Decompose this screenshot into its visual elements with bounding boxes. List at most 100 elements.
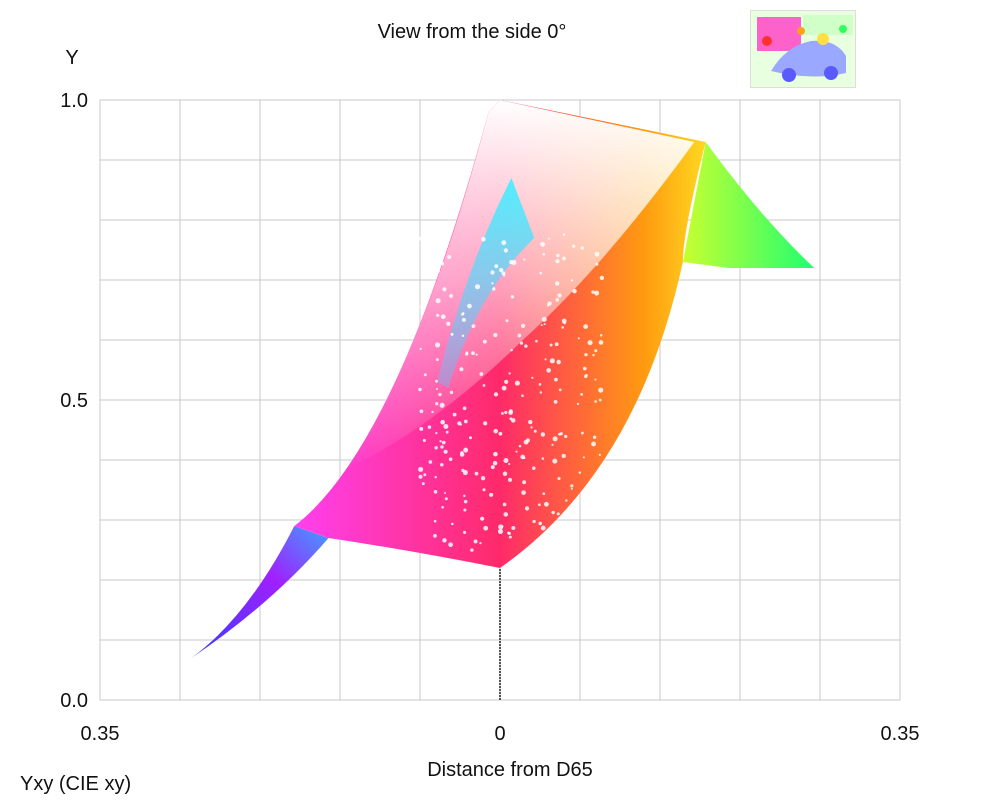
data-point	[544, 501, 549, 507]
data-point	[444, 497, 448, 501]
data-point	[434, 446, 438, 450]
chart-title: View from the side 0°	[378, 21, 567, 43]
data-point	[592, 353, 595, 357]
data-point	[433, 533, 437, 538]
data-point	[505, 319, 509, 323]
data-point	[561, 453, 566, 459]
data-point	[433, 490, 438, 494]
data-point	[510, 348, 513, 352]
data-point	[511, 526, 516, 530]
data-point	[556, 253, 560, 258]
data-point	[435, 298, 441, 304]
data-point	[598, 387, 604, 393]
data-point	[482, 339, 487, 344]
data-point	[580, 246, 584, 250]
data-point	[561, 318, 567, 324]
data-point	[470, 548, 474, 552]
data-point	[597, 480, 600, 483]
data-point	[439, 402, 445, 408]
data-point	[583, 324, 589, 329]
data-point	[439, 261, 445, 266]
data-point	[542, 252, 546, 256]
data-point	[481, 236, 486, 242]
data-point	[471, 351, 475, 356]
data-point	[594, 349, 598, 353]
data-point	[502, 502, 507, 507]
data-point	[507, 477, 512, 482]
data-point	[543, 323, 546, 326]
data-point	[584, 352, 588, 357]
data-point	[538, 383, 542, 386]
data-point	[532, 466, 536, 470]
data-point	[482, 488, 486, 492]
data-point	[435, 402, 439, 406]
data-point	[546, 368, 551, 373]
data-point	[493, 428, 499, 434]
gamut-cyan-region	[437, 178, 535, 388]
data-point	[570, 484, 574, 488]
data-point	[419, 409, 424, 414]
data-point	[465, 351, 469, 354]
data-point	[448, 542, 453, 548]
data-point	[530, 426, 533, 429]
data-point	[594, 251, 600, 257]
data-point	[557, 476, 561, 481]
data-point	[564, 434, 568, 438]
data-point	[594, 400, 597, 403]
data-point	[588, 524, 593, 530]
data-point	[587, 340, 593, 346]
data-point	[461, 317, 466, 322]
data-point	[451, 522, 454, 526]
data-point	[581, 431, 584, 435]
data-point	[418, 236, 423, 241]
data-point	[419, 347, 422, 351]
x-tick-label: 0.35	[81, 723, 120, 745]
y-tick-label: 0.5	[60, 390, 88, 412]
data-point	[591, 290, 595, 294]
data-point	[501, 385, 507, 391]
data-point	[482, 384, 486, 387]
data-point	[442, 287, 447, 292]
data-point	[441, 505, 444, 509]
data-point	[493, 333, 498, 338]
data-point	[523, 258, 526, 261]
data-point	[422, 438, 426, 442]
data-point	[438, 392, 442, 397]
data-point	[540, 324, 543, 327]
data-point	[434, 342, 441, 348]
data-point	[519, 341, 524, 345]
data-point	[498, 431, 503, 436]
data-point	[434, 475, 437, 479]
data-point	[544, 358, 547, 361]
data-point	[449, 294, 454, 298]
data-point	[419, 426, 424, 431]
data-point	[535, 339, 538, 343]
data-point	[449, 390, 454, 395]
data-point	[464, 419, 468, 424]
data-point	[435, 358, 439, 362]
data-point	[440, 462, 444, 467]
data-point	[592, 534, 596, 538]
data-point	[427, 425, 432, 429]
data-point	[423, 373, 427, 377]
data-point	[582, 456, 585, 459]
data-point	[515, 450, 518, 453]
data-point	[522, 456, 526, 460]
data-point	[584, 373, 588, 377]
data-point	[460, 451, 464, 455]
data-point	[520, 323, 526, 328]
color-space-label: Yxy (CIE xy)	[20, 773, 131, 795]
data-point	[473, 539, 478, 544]
data-point	[518, 444, 522, 448]
data-point	[510, 295, 515, 299]
data-point	[483, 421, 488, 426]
data-point	[504, 379, 509, 384]
gamut-highlight-region	[340, 100, 695, 472]
data-point	[562, 233, 566, 236]
data-point	[508, 535, 512, 539]
data-point	[577, 337, 580, 340]
data-point	[443, 449, 448, 454]
data-point	[442, 538, 447, 543]
data-point	[471, 324, 476, 328]
gamut-blue-region	[191, 526, 329, 658]
